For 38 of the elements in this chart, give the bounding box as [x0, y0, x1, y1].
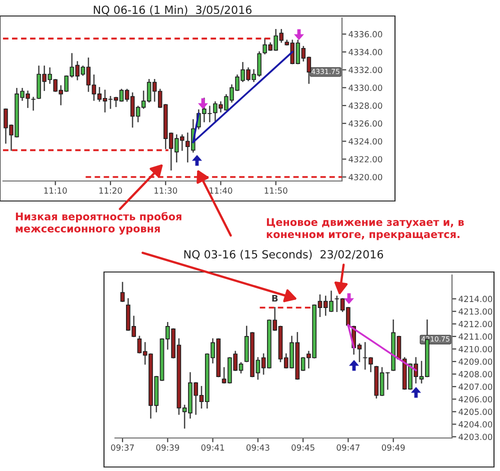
y-tick-label: 4332.00: [348, 66, 382, 74]
y-tick-label: 4204.00: [458, 421, 492, 428]
x-tick-label: 11:20: [99, 187, 122, 194]
text: Низкая вероятность пробоя межсессионного уровня: [16, 212, 182, 235]
y-tick-label: 4209.00: [458, 358, 492, 365]
y-tick-label: 4208.00: [458, 371, 492, 378]
y-tick-label: 4322.00: [348, 156, 382, 162]
x-tick-label: 11:30: [154, 187, 178, 194]
y-tick-label: 4213.00: [458, 308, 492, 315]
y-tick-label: 4330.00: [348, 84, 382, 91]
y-tick-label: 4324.00: [348, 138, 382, 145]
y-tick-label: 4212.00: [458, 320, 492, 328]
y-tick-label: 4326.00: [348, 120, 382, 127]
x-tick-label: 09:45: [292, 444, 314, 451]
y-tick-label: 4320.00: [348, 174, 382, 180]
y-tick-label: 4203.00: [458, 434, 492, 440]
y-tick-label: 4211.00: [458, 333, 492, 340]
y-tick-label: 4205.00: [458, 408, 492, 415]
x-tick-label: 11:40: [210, 187, 232, 194]
text: Ценовое движение затухает и, в конечном итоге, прекращается.: [266, 218, 464, 240]
x-tick-label: 11:10: [44, 187, 67, 194]
chart-title: NQ 03-16 (15 Seconds) 23/02/2016: [184, 250, 384, 260]
x-tick-label: 09:39: [156, 444, 180, 451]
y-tick-label: 4206.00: [458, 396, 492, 402]
y-tick-label: 4210.00: [458, 346, 492, 352]
chart-title: NQ 06-16 (1 Min) 3/05/2016: [94, 5, 252, 16]
x-tick-label: 11:50: [264, 187, 288, 194]
x-tick-label: 09:37: [111, 444, 134, 451]
y-tick-label: 4334.00: [348, 48, 382, 56]
y-tick-label: 4207.00: [458, 384, 492, 390]
x-tick-label: 09:41: [201, 444, 224, 451]
x-tick-label: 09:49: [382, 444, 405, 451]
y-tick-label: 4214.00: [458, 296, 492, 302]
y-tick-label: 4328.00: [348, 102, 382, 109]
x-tick-label: 09:43: [246, 444, 270, 451]
annotation: B: [272, 294, 278, 302]
x-tick-label: 09:47: [336, 444, 360, 451]
y-tick-label: 4336.00: [348, 31, 382, 38]
